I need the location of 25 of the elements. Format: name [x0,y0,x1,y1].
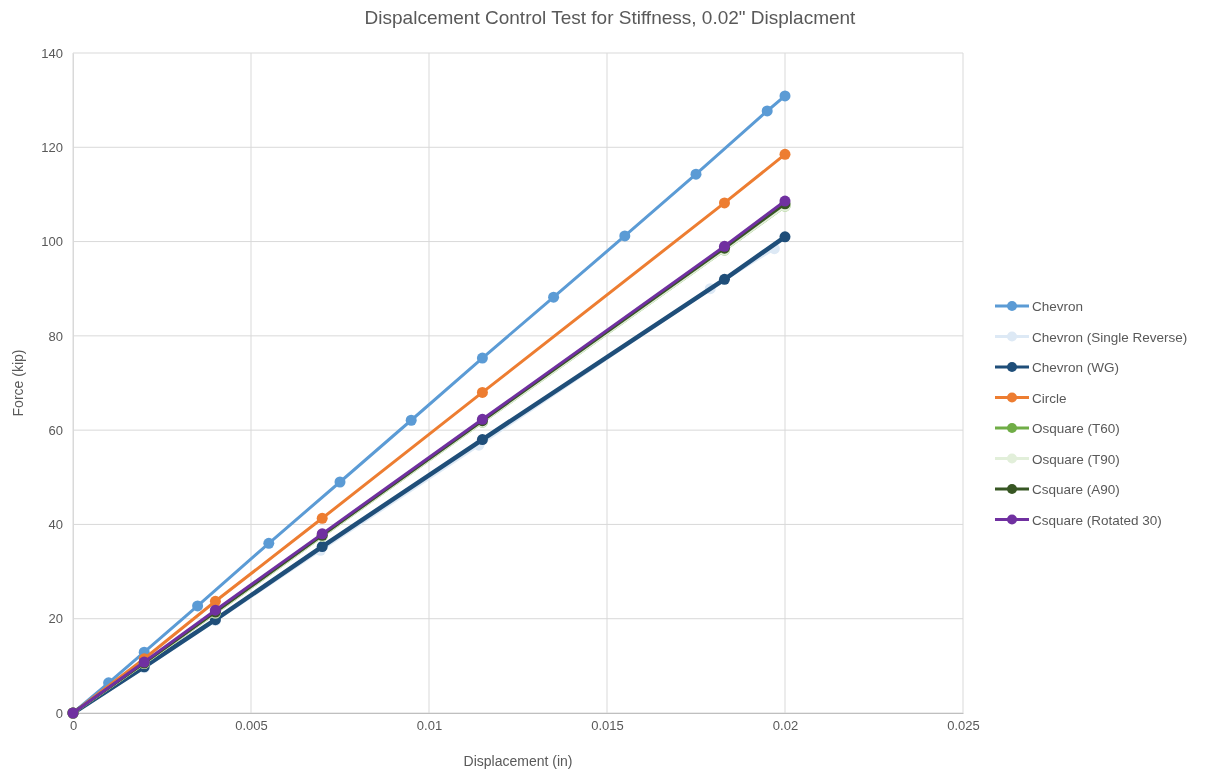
y-tick-label: 100 [41,234,63,250]
legend-label: Circle [1032,390,1067,406]
legend-label: Chevron (WG) [1032,360,1120,375]
x-tick-label: 0.025 [947,718,980,734]
legend-label: Csquare (Rotated 30) [1032,512,1162,528]
x-tick-label: 0.015 [591,718,624,734]
y-tick-label: 120 [41,139,63,155]
x-tick-label: 0.005 [235,718,268,734]
legend-label: Csquare (A90) [1032,482,1120,497]
legend-label: Chevron [1032,299,1084,314]
y-tick-label: 80 [48,328,63,344]
x-axis-title: Displacement (in) [463,753,573,769]
y-tick-label: 60 [48,422,63,438]
x-tick-label: 0.02 [772,718,799,734]
y-tick-label: 20 [48,611,63,627]
y-tick-label: 40 [48,517,63,533]
y-tick-label: 140 [41,45,63,61]
y-axis-title: Force (kip) [10,349,26,417]
x-tick-label: 0 [69,718,78,734]
chart-title: Dispalcement Control Test for Stiffness, 0.02" Displacment [364,7,857,28]
legend-label: Osquare (T60) [1032,421,1120,436]
y-tick-label: 0 [55,705,63,721]
x-tick-label: 0.01 [416,718,443,734]
legend-label: Chevron (Single Reverse) [1032,329,1188,345]
legend-label: Osquare (T90) [1032,451,1120,467]
